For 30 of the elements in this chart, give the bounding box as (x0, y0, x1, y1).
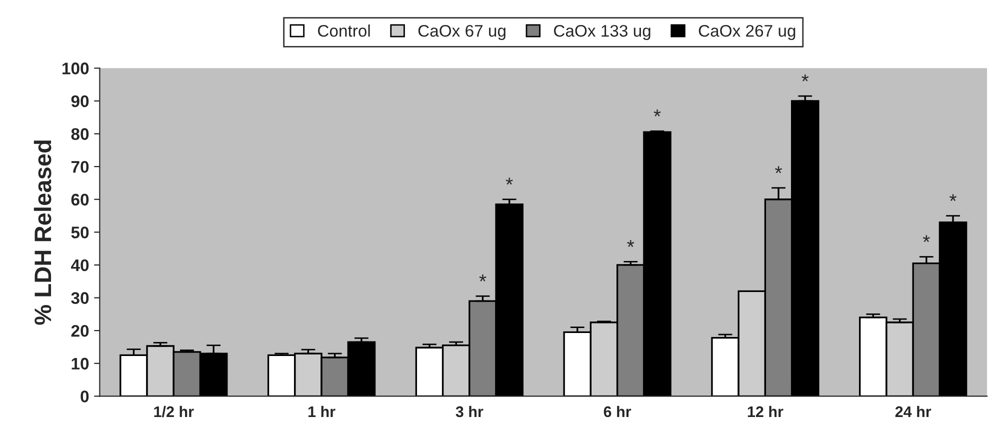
data-label: * (950, 194, 956, 202)
legend-label: Control (318, 24, 370, 37)
y-tick-label: 90 (71, 95, 89, 108)
data-label: * (654, 110, 661, 116)
y-tick-label: 20 (71, 324, 89, 337)
data-label: * (922, 235, 930, 242)
y-tick-label: 10 (72, 358, 89, 370)
y-tick-label: 30 (71, 292, 89, 304)
legend-label: CaOx 267 ug (698, 24, 796, 40)
y-axis-title: % LDH Released (34, 140, 52, 325)
y-tick-label: 50 (71, 226, 89, 238)
y-tick-label: 80 (71, 128, 89, 140)
data-label: * (506, 178, 513, 185)
y-tick-label: 0 (80, 390, 89, 402)
x-tick-label: 3 hr (456, 406, 484, 418)
x-tick-label: 1 hr (308, 406, 336, 417)
y-tick-label: 40 (71, 259, 89, 272)
data-label: * (479, 274, 486, 282)
x-tick-label: 24 hr (895, 406, 932, 417)
legend-label: CaOx 67 ug (418, 24, 506, 40)
data-label: * (627, 240, 634, 247)
x-tick-label: 12 hr (748, 406, 784, 417)
x-tick-label: 1/2 hr (154, 406, 194, 418)
x-tick-label: 6 hr (604, 406, 632, 418)
data-label: * (775, 166, 782, 174)
data-label: * (802, 74, 809, 82)
legend-label: CaOx 133 ug (554, 24, 650, 40)
y-tick-label: 70 (71, 160, 89, 173)
y-tick-label: 100 (62, 62, 89, 74)
y-tick-label: 60 (71, 194, 89, 206)
